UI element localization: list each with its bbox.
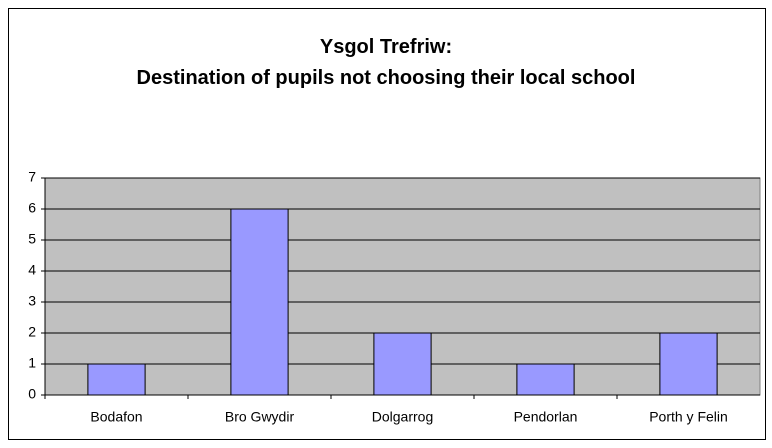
y-tick-label: 4 [28, 262, 36, 278]
y-tick-label: 7 [28, 169, 36, 185]
chart-title: Ysgol Trefriw: Destination of pupils not… [136, 36, 636, 89]
bar [516, 363, 575, 396]
y-tick-label: 6 [28, 200, 36, 216]
x-tick-label: Pendorlan [514, 409, 578, 425]
y-tick-label: 2 [28, 324, 36, 340]
x-tick-label: Bro Gwydir [225, 409, 295, 425]
y-tick-label: 3 [28, 293, 36, 309]
x-tick-label: Porth y Felin [649, 409, 728, 425]
bar [87, 363, 146, 396]
bar [659, 332, 718, 396]
x-tick-label: Bodafon [90, 409, 142, 425]
y-tick-label: 0 [28, 386, 36, 402]
y-tick-label: 5 [28, 231, 36, 247]
y-tick-label: 1 [28, 355, 36, 371]
bar [373, 332, 432, 396]
x-tick-label: Dolgarrog [372, 409, 433, 425]
bar [230, 208, 289, 396]
